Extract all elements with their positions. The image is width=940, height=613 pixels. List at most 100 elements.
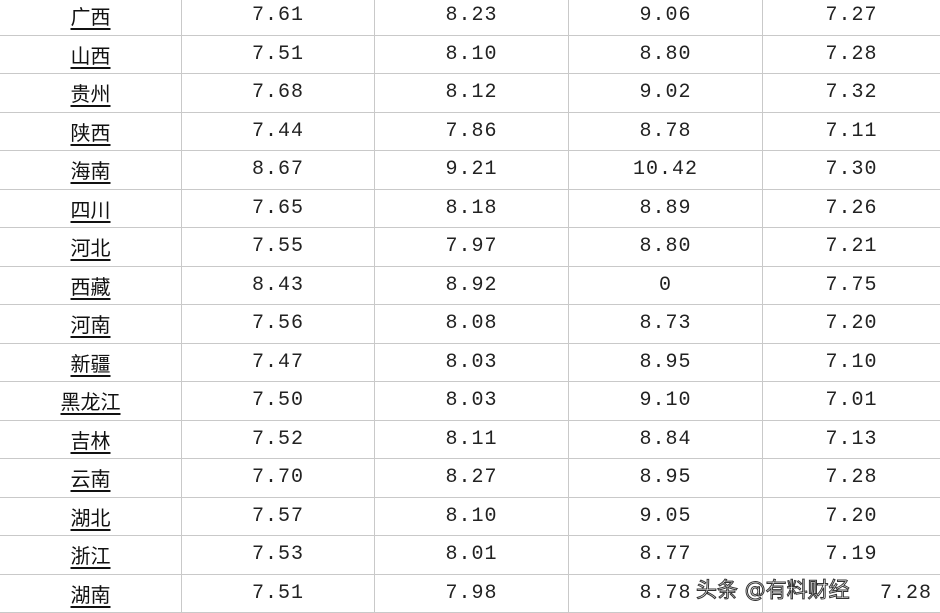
value-cell: 7.75 [762, 267, 940, 305]
value-cell: 8.77 [568, 536, 762, 574]
value-text: 7.01 [825, 389, 877, 412]
province-cell[interactable]: 湖南 [0, 575, 181, 613]
value-text: 7.32 [825, 81, 877, 104]
value-text: 8.73 [639, 312, 691, 335]
value-text: 8.95 [639, 466, 691, 489]
value-text: 7.53 [252, 543, 304, 566]
value-cell: 7.50 [181, 382, 374, 420]
value-text: 0 [659, 274, 672, 297]
value-cell: 9.02 [568, 74, 762, 112]
value-text: 8.10 [445, 505, 497, 528]
value-text: 8.03 [445, 351, 497, 374]
value-text: 7.61 [252, 4, 304, 27]
province-cell[interactable]: 山西 [0, 36, 181, 74]
value-text: 8.89 [639, 197, 691, 220]
province-cell[interactable]: 陕西 [0, 113, 181, 151]
value-text: 8.95 [639, 351, 691, 374]
province-cell[interactable]: 贵州 [0, 74, 181, 112]
province-cell[interactable]: 海南 [0, 151, 181, 189]
value-cell: 7.11 [762, 113, 940, 151]
province-cell[interactable]: 湖北 [0, 498, 181, 536]
value-cell: 8.67 [181, 151, 374, 189]
value-cell: 8.80 [568, 228, 762, 266]
value-text: 8.80 [639, 43, 691, 66]
value-cell: 7.55 [181, 228, 374, 266]
value-text: 8.03 [445, 389, 497, 412]
province-cell[interactable]: 吉林 [0, 421, 181, 459]
value-cell: 7.61 [181, 0, 374, 35]
province-link[interactable]: 黑龙江 [61, 386, 121, 415]
value-text: 7.55 [252, 235, 304, 258]
value-cell: 8.78 [568, 113, 762, 151]
value-cell: 10.42 [568, 151, 762, 189]
value-cell: 8.12 [374, 74, 568, 112]
value-cell: 0 [568, 267, 762, 305]
province-cell[interactable]: 新疆 [0, 344, 181, 382]
province-cell[interactable]: 浙江 [0, 536, 181, 574]
province-cell[interactable]: 河南 [0, 305, 181, 343]
value-text: 7.97 [445, 235, 497, 258]
value-cell: 8.95 [568, 344, 762, 382]
value-cell: 7.44 [181, 113, 374, 151]
value-text: 8.01 [445, 543, 497, 566]
value-text: 9.10 [639, 389, 691, 412]
value-cell: 7.20 [762, 498, 940, 536]
value-text: 9.06 [639, 4, 691, 27]
value-text: 9.02 [639, 81, 691, 104]
value-cell: 7.97 [374, 228, 568, 266]
value-text: 8.77 [639, 543, 691, 566]
province-cell[interactable]: 云南 [0, 459, 181, 497]
value-cell: 9.10 [568, 382, 762, 420]
value-cell: 8.11 [374, 421, 568, 459]
value-cell: 7.32 [762, 74, 940, 112]
province-link[interactable]: 广西 [71, 1, 111, 30]
province-link[interactable]: 新疆 [71, 348, 111, 377]
value-cell: 7.26 [762, 190, 940, 228]
value-text: 8.92 [445, 274, 497, 297]
value-text: 7.98 [445, 582, 497, 605]
value-cell: 7.86 [374, 113, 568, 151]
province-link[interactable]: 山西 [71, 40, 111, 69]
province-link[interactable]: 贵州 [71, 78, 111, 107]
province-cell[interactable]: 西藏 [0, 267, 181, 305]
province-link[interactable]: 四川 [71, 194, 111, 223]
province-link[interactable]: 河北 [71, 232, 111, 261]
value-text: 8.10 [445, 43, 497, 66]
province-cell[interactable]: 河北 [0, 228, 181, 266]
value-cell: 8.89 [568, 190, 762, 228]
value-text: 8.23 [445, 4, 497, 27]
province-link[interactable]: 湖南 [71, 579, 111, 608]
province-cell[interactable]: 广西 [0, 0, 181, 35]
value-cell: 7.28 [762, 36, 940, 74]
value-cell: 8.27 [374, 459, 568, 497]
province-link[interactable]: 浙江 [71, 540, 111, 569]
table-row: 山西 7.51 8.10 8.80 7.28 [0, 36, 940, 75]
province-link[interactable]: 湖北 [71, 502, 111, 531]
province-cell[interactable]: 黑龙江 [0, 382, 181, 420]
value-text: 7.68 [252, 81, 304, 104]
value-cell: 8.01 [374, 536, 568, 574]
province-cell[interactable]: 四川 [0, 190, 181, 228]
province-link[interactable]: 河南 [71, 309, 111, 338]
value-text: 7.50 [252, 389, 304, 412]
province-link[interactable]: 云南 [71, 463, 111, 492]
value-cell: 7.52 [181, 421, 374, 459]
province-link[interactable]: 海南 [71, 155, 111, 184]
value-text: 8.11 [445, 428, 497, 451]
value-text: 7.28 [825, 466, 877, 489]
value-text: 7.51 [252, 43, 304, 66]
value-cell: 7.19 [762, 536, 940, 574]
value-cell: 8.10 [374, 498, 568, 536]
province-link[interactable]: 陕西 [71, 117, 111, 146]
value-cell: 7.27 [762, 0, 940, 35]
province-link[interactable]: 西藏 [71, 271, 111, 300]
value-text: 7.44 [252, 120, 304, 143]
value-cell: 8.03 [374, 344, 568, 382]
province-link[interactable]: 吉林 [71, 425, 111, 454]
value-text: 7.52 [252, 428, 304, 451]
value-text: 7.56 [252, 312, 304, 335]
